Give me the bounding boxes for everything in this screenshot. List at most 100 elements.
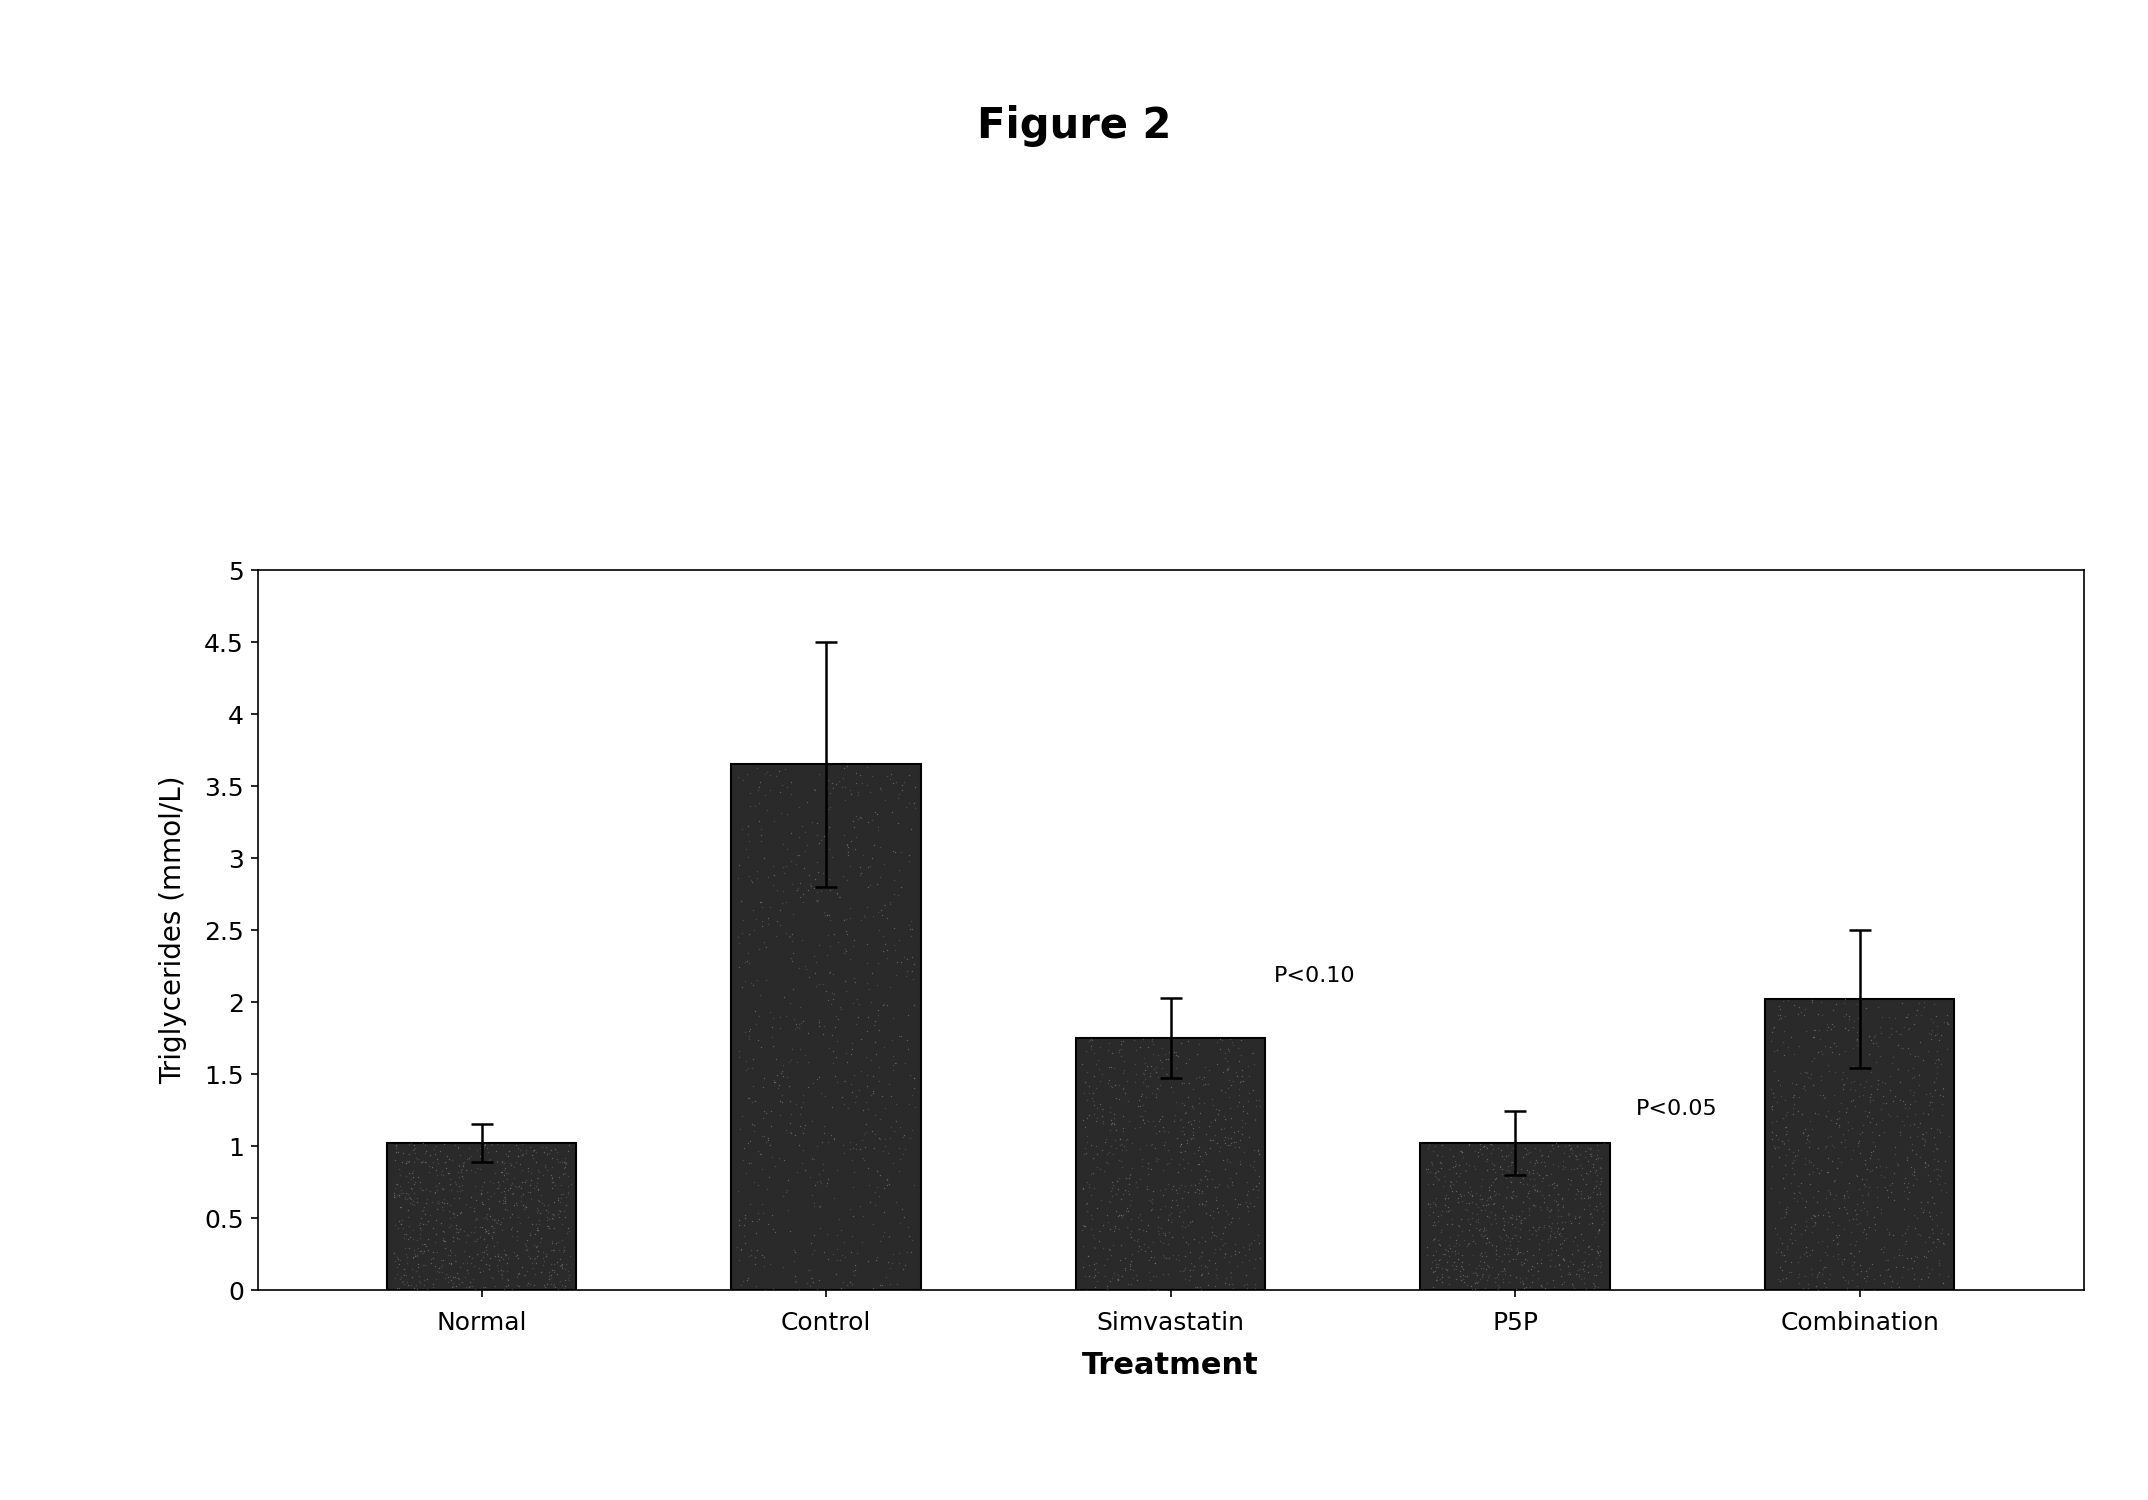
Point	[1523, 1274, 1557, 1298]
Point	[1467, 1256, 1501, 1280]
Point	[1570, 1162, 1605, 1186]
Point	[1239, 1174, 1274, 1198]
Point	[1828, 1197, 1862, 1221]
Point	[771, 1065, 806, 1089]
Point	[758, 765, 793, 789]
Point	[836, 1263, 870, 1287]
Point	[535, 1166, 569, 1190]
Point	[782, 1101, 816, 1125]
Point	[1147, 1119, 1181, 1143]
Point	[1918, 1004, 1953, 1028]
Point	[1461, 1210, 1495, 1234]
Point	[1794, 1172, 1828, 1196]
Point	[1877, 1161, 1912, 1185]
Point	[492, 1176, 526, 1200]
Point	[1207, 1149, 1242, 1173]
Point	[891, 790, 926, 814]
Point	[535, 1176, 569, 1200]
Point	[1916, 1070, 1950, 1094]
Point	[1188, 1230, 1222, 1254]
Point	[470, 1218, 505, 1242]
Point	[1439, 1227, 1474, 1251]
Point	[1456, 1154, 1491, 1178]
Point	[1454, 1184, 1489, 1208]
Point	[1890, 1246, 1925, 1270]
Point	[1158, 1178, 1192, 1202]
Point	[387, 1216, 421, 1240]
Point	[1766, 1268, 1800, 1292]
Point	[797, 778, 831, 802]
Point	[896, 1228, 930, 1252]
Point	[1078, 1257, 1113, 1281]
Point	[1858, 1212, 1892, 1236]
Point	[806, 972, 840, 996]
Point	[872, 1071, 906, 1095]
Point	[449, 1257, 483, 1281]
Point	[1076, 1224, 1111, 1248]
Point	[1536, 1132, 1570, 1156]
Point	[1179, 1275, 1214, 1299]
Point	[799, 890, 833, 914]
Point	[861, 998, 896, 1022]
Point	[1540, 1182, 1574, 1206]
Point	[1903, 1266, 1937, 1290]
Point	[1211, 1132, 1246, 1156]
Point	[397, 1276, 432, 1300]
Point	[1817, 1060, 1852, 1084]
Point	[531, 1142, 565, 1166]
Point	[1484, 1158, 1519, 1182]
Point	[1800, 1155, 1834, 1179]
Point	[851, 754, 885, 778]
Point	[748, 1101, 782, 1125]
Point	[1141, 1076, 1175, 1100]
Point	[397, 1136, 432, 1160]
Point	[1499, 1161, 1534, 1185]
Point	[464, 1226, 498, 1250]
Point	[1551, 1167, 1585, 1191]
Point	[1089, 1150, 1123, 1174]
Point	[1910, 1102, 1944, 1126]
Point	[382, 1164, 417, 1188]
Point	[1153, 1076, 1188, 1100]
Point	[1072, 1074, 1106, 1098]
Point	[1194, 1088, 1229, 1112]
Point	[1521, 1216, 1555, 1240]
Point	[1547, 1246, 1581, 1270]
Point	[1922, 1164, 1957, 1188]
Point	[520, 1216, 554, 1240]
Point	[857, 1010, 891, 1034]
Point	[462, 1150, 496, 1174]
Point	[1486, 1206, 1521, 1230]
Point	[816, 1040, 851, 1064]
Point	[1147, 1263, 1181, 1287]
Point	[1566, 1257, 1600, 1281]
Point	[541, 1150, 576, 1174]
Point	[1446, 1144, 1480, 1168]
Point	[1160, 1056, 1194, 1080]
Point	[550, 1221, 584, 1245]
Point	[1504, 1212, 1538, 1236]
Point	[1113, 1252, 1147, 1276]
Point	[1755, 1016, 1789, 1040]
Point	[1123, 1236, 1158, 1260]
Point	[1849, 1264, 1884, 1288]
Point	[1471, 1192, 1506, 1216]
Point	[1555, 1137, 1590, 1161]
Point	[1207, 1046, 1242, 1070]
Point	[1478, 1160, 1512, 1184]
Point	[1553, 1137, 1587, 1161]
Point	[516, 1143, 550, 1167]
Point	[513, 1272, 548, 1296]
Point	[1757, 1215, 1791, 1239]
Point	[1800, 1203, 1834, 1227]
Point	[1104, 1036, 1138, 1060]
Point	[1841, 1130, 1875, 1154]
Point	[1920, 1212, 1955, 1236]
Point	[1474, 1150, 1508, 1174]
Point	[447, 1239, 481, 1263]
Point	[1529, 1197, 1564, 1221]
Point	[488, 1158, 522, 1182]
Point	[511, 1158, 546, 1182]
Point	[473, 1257, 507, 1281]
Point	[767, 1149, 801, 1173]
